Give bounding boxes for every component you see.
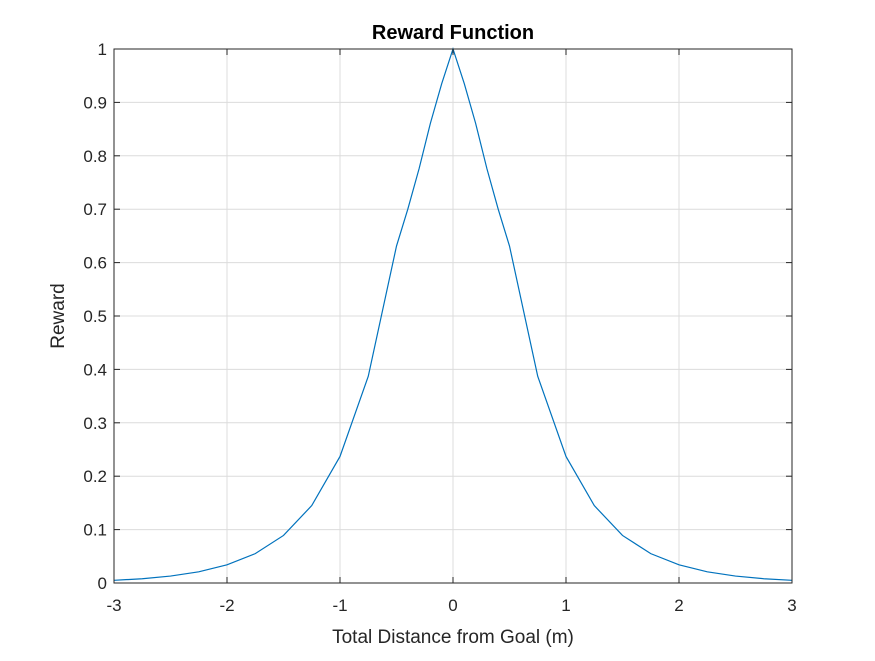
y-tick-label-7: 0.7 — [83, 200, 107, 219]
x-axis-title: Total Distance from Goal (m) — [332, 627, 574, 648]
labels-layer: -3 -2 -1 0 1 2 3 0 0.1 0.2 0.3 0.4 0.5 0.6 0.7 0.8 0.9 1 — [83, 40, 796, 615]
y-axis-title: Reward — [48, 283, 69, 348]
y-tick-label-2: 0.2 — [83, 467, 107, 486]
x-tick-label-5: 2 — [674, 596, 683, 615]
y-tick-label-1: 0.1 — [83, 521, 107, 540]
chart-title: Reward Function — [372, 22, 534, 44]
x-tick-label-1: -2 — [219, 596, 234, 615]
y-tick-label-3: 0.3 — [83, 414, 107, 433]
y-tick-label-8: 0.8 — [83, 147, 107, 166]
axes-layer — [113, 48, 793, 584]
x-tick-label-3: 0 — [448, 596, 457, 615]
x-tick-label-2: -1 — [332, 596, 347, 615]
y-tick-label-5: 0.5 — [83, 307, 107, 326]
y-tick-label-0: 0 — [98, 574, 107, 593]
x-tick-label-4: 1 — [561, 596, 570, 615]
grid-layer — [113, 48, 793, 584]
x-tick-label-6: 3 — [787, 596, 796, 615]
y-tick-label-6: 0.6 — [83, 254, 107, 273]
y-tick-label-9: 0.9 — [83, 93, 107, 112]
y-tick-label-10: 1 — [98, 40, 107, 59]
x-tick-label-0: -3 — [106, 596, 121, 615]
y-tick-label-4: 0.4 — [83, 360, 107, 379]
